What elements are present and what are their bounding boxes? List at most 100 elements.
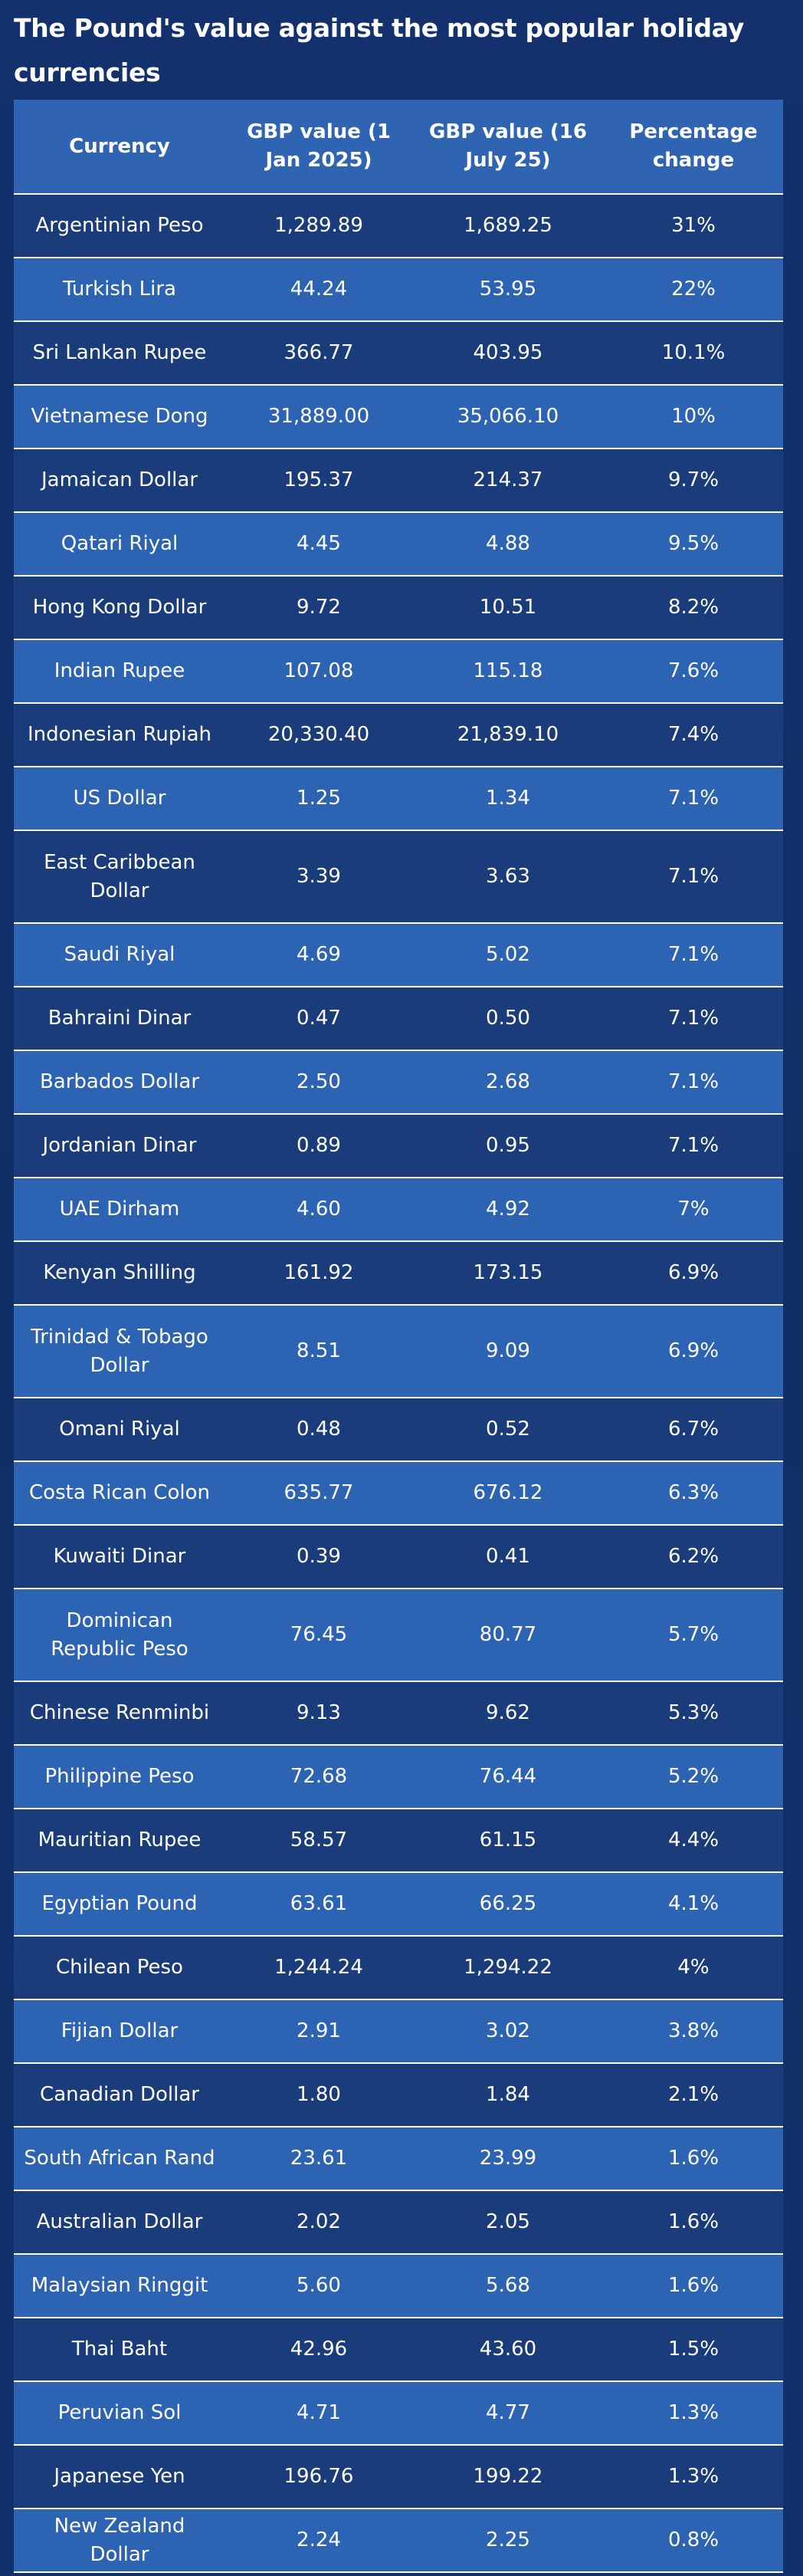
cell-currency: Egyptian Pound	[41, 1892, 198, 1915]
cell-percentage-change: 5.3%	[667, 1701, 719, 1724]
cell-gbp-july: 10.51	[479, 596, 537, 619]
cell-gbp-july: 9.62	[486, 1701, 530, 1724]
cell-gbp-july: 43.60	[479, 2338, 537, 2361]
cell-currency: Saudi Riyal	[64, 943, 175, 966]
table-header-row: Currency GBP value (1 Jan 2025) GBP valu…	[14, 100, 783, 195]
table-row: Australian Dollar 2.02 2.05 1.6%	[14, 2190, 783, 2254]
cell-percentage-change: 7.1%	[667, 1070, 719, 1093]
cell-currency: Chinese Renminbi	[29, 1701, 210, 1724]
cell-gbp-jan: 195.37	[284, 468, 354, 491]
header-gbp-jan: GBP value (1 Jan 2025)	[225, 100, 412, 195]
table-row: Peruvian Sol 4.71 4.77 1.3%	[14, 2381, 783, 2445]
cell-currency: Peruvian Sol	[57, 2401, 182, 2424]
cell-gbp-jan: 20,330.40	[267, 723, 370, 746]
cell-gbp-july: 4.88	[486, 532, 530, 555]
table-row: Bahraini Dinar 0.47 0.50 7.1%	[14, 987, 783, 1050]
cell-percentage-change: 4.4%	[667, 1829, 719, 1852]
cell-percentage-change: 8.2%	[667, 596, 719, 619]
cell-gbp-jan: 23.61	[290, 2147, 348, 2170]
table-row: Indian Rupee 107.08 115.18 7.6%	[14, 639, 783, 703]
cell-gbp-jan: 4.71	[297, 2401, 341, 2424]
cell-currency: Trinidad & Tobago Dollar	[31, 1325, 208, 1377]
table-row: New Zealand Dollar 2.24 2.25 0.8%	[14, 2509, 783, 2572]
cell-percentage-change: 31%	[671, 214, 716, 237]
cell-currency: Bahraini Dinar	[48, 1007, 192, 1030]
cell-gbp-jan: 76.45	[290, 1623, 348, 1646]
table-row: Barbados Dollar 2.50 2.68 7.1%	[14, 1050, 783, 1114]
cell-percentage-change: 10.1%	[661, 341, 726, 364]
cell-percentage-change: 9.5%	[667, 532, 719, 555]
cell-percentage-change: 6.7%	[667, 1418, 719, 1441]
cell-gbp-jan: 1,244.24	[274, 1956, 363, 1979]
table-body: Argentinian Peso 1,289.89 1,689.25 31% Turki…	[14, 194, 783, 2572]
cell-gbp-july: 76.44	[479, 1765, 537, 1788]
table-row: Chilean Peso 1,244.24 1,294.22 4%	[14, 1936, 783, 1999]
table-row: Turkish Lira 44.24 53.95 22%	[14, 258, 783, 321]
cell-gbp-july: 214.37	[473, 468, 543, 491]
cell-percentage-change: 7.1%	[667, 1007, 719, 1030]
cell-gbp-july: 9.09	[486, 1339, 530, 1362]
cell-gbp-jan: 196.76	[284, 2465, 354, 2488]
cell-gbp-july: 676.12	[473, 1481, 543, 1504]
table-row: Malaysian Ringgit 5.60 5.68 1.6%	[14, 2254, 783, 2318]
cell-percentage-change: 6.3%	[667, 1481, 719, 1504]
table-row: Qatari Riyal 4.45 4.88 9.5%	[14, 512, 783, 576]
cell-gbp-jan: 0.48	[297, 1418, 341, 1441]
cell-percentage-change: 1.3%	[667, 2465, 719, 2488]
cell-currency: Qatari Riyal	[61, 532, 179, 555]
table-row: Argentinian Peso 1,289.89 1,689.25 31%	[14, 194, 783, 258]
table-row: Vietnamese Dong 31,889.00 35,066.10 10%	[14, 385, 783, 449]
page-title: The Pound's value against the most popul…	[14, 13, 744, 87]
cell-currency: Australian Dollar	[36, 2210, 203, 2233]
table-row: Kuwaiti Dinar 0.39 0.41 6.2%	[14, 1525, 783, 1589]
cell-gbp-jan: 161.92	[284, 1261, 354, 1284]
cell-gbp-jan: 4.69	[297, 943, 341, 966]
header-currency: Currency	[14, 100, 225, 195]
cell-gbp-july: 80.77	[479, 1623, 537, 1646]
cell-currency: Indonesian Rupiah	[28, 723, 211, 746]
cell-gbp-jan: 63.61	[290, 1892, 348, 1915]
cell-percentage-change: 6.2%	[667, 1545, 719, 1568]
cell-gbp-july: 2.05	[486, 2210, 530, 2233]
cell-gbp-jan: 2.50	[297, 1070, 341, 1093]
cell-currency: Jordanian Dinar	[42, 1134, 197, 1157]
cell-gbp-jan: 3.39	[297, 865, 341, 888]
cell-currency: Thai Baht	[71, 2338, 168, 2361]
cell-gbp-july: 3.63	[486, 865, 530, 888]
cell-gbp-july: 0.95	[486, 1134, 530, 1157]
cell-currency: Mauritian Rupee	[38, 1829, 202, 1852]
cell-currency: Philippine Peso	[44, 1765, 195, 1788]
cell-gbp-jan: 5.60	[297, 2274, 341, 2297]
cell-gbp-july: 53.95	[479, 278, 537, 301]
cell-gbp-july: 0.50	[486, 1007, 530, 1030]
cell-gbp-july: 0.41	[486, 1545, 530, 1568]
cell-gbp-july: 5.68	[486, 2274, 530, 2297]
cell-percentage-change: 7.1%	[667, 787, 719, 810]
cell-percentage-change: 22%	[671, 278, 716, 301]
cell-currency: Kenyan Shilling	[43, 1261, 196, 1284]
table-row: Japanese Yen 196.76 199.22 1.3%	[14, 2445, 783, 2509]
cell-percentage-change: 1.6%	[667, 2274, 719, 2297]
cell-gbp-july: 4.77	[486, 2401, 530, 2424]
cell-gbp-july: 1,294.22	[464, 1956, 552, 1979]
cell-percentage-change: 7.6%	[667, 659, 719, 682]
cell-gbp-jan: 2.91	[297, 2019, 341, 2042]
cell-currency: Fijian Dollar	[61, 2019, 179, 2042]
cell-percentage-change: 10%	[671, 405, 716, 428]
cell-gbp-july: 1,689.25	[464, 214, 552, 237]
cell-currency: Costa Rican Colon	[29, 1481, 210, 1504]
cell-percentage-change: 1.3%	[667, 2401, 719, 2424]
table-row: Omani Riyal 0.48 0.52 6.7%	[14, 1398, 783, 1461]
cell-gbp-july: 2.68	[486, 1070, 530, 1093]
cell-gbp-jan: 1.25	[297, 787, 341, 810]
cell-gbp-jan: 4.45	[297, 532, 341, 555]
cell-gbp-jan: 2.24	[297, 2528, 341, 2551]
currency-table-container: Currency GBP value (1 Jan 2025) GBP valu…	[14, 100, 783, 2573]
cell-gbp-jan: 42.96	[290, 2338, 348, 2361]
cell-gbp-jan: 366.77	[284, 341, 354, 364]
cell-gbp-july: 199.22	[473, 2465, 543, 2488]
cell-currency: Turkish Lira	[62, 278, 176, 301]
cell-percentage-change: 2.1%	[667, 2083, 719, 2106]
table-row: Jamaican Dollar 195.37 214.37 9.7%	[14, 449, 783, 512]
table-row: East Caribbean Dollar 3.39 3.63 7.1%	[14, 830, 783, 923]
